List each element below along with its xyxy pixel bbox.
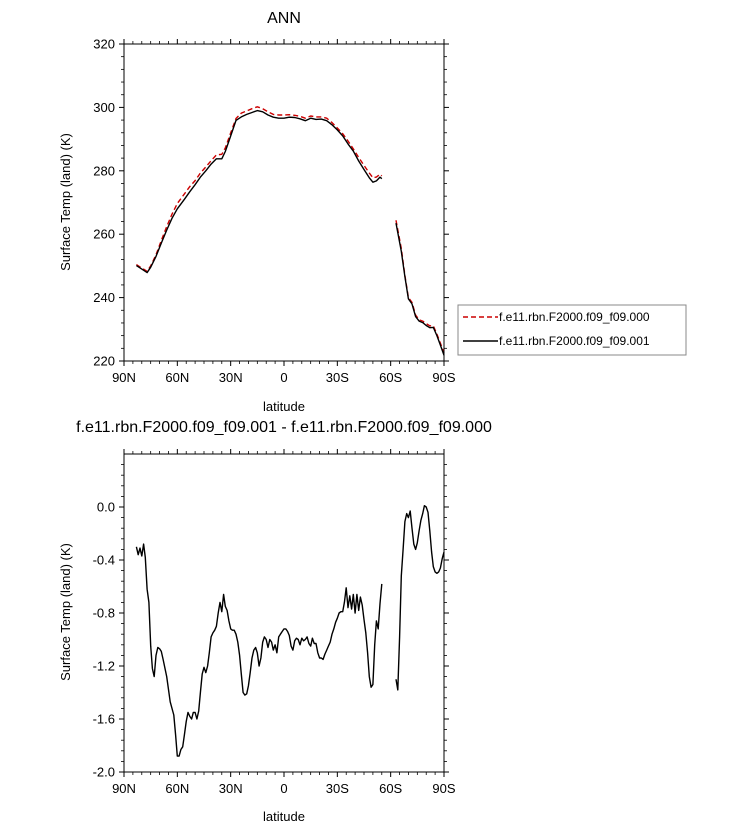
top-chart-title: ANN xyxy=(267,10,301,27)
top-series-0-segment-1 xyxy=(395,220,445,354)
bottom-plot-lines xyxy=(135,505,445,757)
bottom-y-tick-label: 0.0 xyxy=(97,500,115,515)
bottom-panel: f.e11.rbn.F2000.f09_f09.001 - f.e11.rbn.… xyxy=(58,419,492,824)
legend-label-001: f.e11.rbn.F2000.f09_f09.001 xyxy=(499,334,650,348)
bottom-x-tick-label: 30S xyxy=(326,781,349,796)
top-x-tick-label: 90S xyxy=(432,370,455,385)
bottom-y-axis-label: Surface Temp (land) (K) xyxy=(58,543,73,681)
top-y-tick-label: 320 xyxy=(93,37,115,52)
bottom-x-tick-label: 90S xyxy=(432,781,455,796)
bottom-chart-title: f.e11.rbn.F2000.f09_f09.001 - f.e11.rbn.… xyxy=(76,419,492,436)
bottom-x-tick-label: 0 xyxy=(280,781,287,796)
bottom-series-0-segment-0 xyxy=(135,543,383,757)
top-y-tick-label: 240 xyxy=(93,290,115,305)
top-y-tick-label: 220 xyxy=(93,354,115,369)
top-panel: ANN 90N 60N 30N 0 30S 60S 90S 220 240 260 280 300 32… xyxy=(58,10,687,414)
top-plot-frame xyxy=(123,43,445,362)
bottom-ticks xyxy=(119,449,449,777)
bottom-plot-frame xyxy=(123,453,445,773)
bottom-y-tick-label: -1.6 xyxy=(93,712,115,727)
top-series-1-segment-0 xyxy=(136,109,383,274)
bottom-tick-labels: 90N 60N 30N 0 30S 60S 90S -2.0 -1.6 -1.2 -0.8 -0.4 0… xyxy=(93,500,456,797)
top-x-tick-label: 30S xyxy=(326,370,349,385)
bottom-x-axis-label: latitude xyxy=(263,809,305,824)
legend-label-000: f.e11.rbn.F2000.f09_f09.000 xyxy=(499,310,650,324)
bottom-y-tick-label: -1.2 xyxy=(93,659,115,674)
top-legend: f.e11.rbn.F2000.f09_f09.000 f.e11.rbn.F2… xyxy=(457,304,687,356)
bottom-x-tick-label: 90N xyxy=(112,781,136,796)
top-tick-labels: 90N 60N 30N 0 30S 60S 90S 220 240 260 280 300 320 xyxy=(93,37,456,386)
top-x-tick-label: 60N xyxy=(165,370,189,385)
top-x-tick-label: 0 xyxy=(280,370,287,385)
top-series-1-segment-1 xyxy=(395,222,445,356)
bottom-series-0-segment-1 xyxy=(395,505,445,691)
bottom-x-tick-label: 30N xyxy=(219,781,243,796)
top-x-tick-label: 30N xyxy=(219,370,243,385)
legend-box xyxy=(457,304,687,356)
bottom-x-tick-label: 60S xyxy=(379,781,402,796)
top-ticks xyxy=(119,39,449,366)
bottom-x-tick-label: 60N xyxy=(165,781,189,796)
top-y-tick-label: 300 xyxy=(93,100,115,115)
top-series-0-segment-0 xyxy=(136,106,383,272)
top-x-axis-label: latitude xyxy=(263,399,305,414)
top-y-tick-label: 280 xyxy=(93,163,115,178)
bottom-y-tick-label: -0.8 xyxy=(93,606,115,621)
top-y-axis-label: Surface Temp (land) (K) xyxy=(58,133,73,271)
bottom-y-tick-label: -2.0 xyxy=(93,765,115,780)
top-y-tick-label: 260 xyxy=(93,227,115,242)
top-x-tick-label: 90N xyxy=(112,370,136,385)
top-x-tick-label: 60S xyxy=(379,370,402,385)
bottom-y-tick-label: -0.4 xyxy=(93,553,115,568)
top-plot-lines xyxy=(136,106,445,356)
